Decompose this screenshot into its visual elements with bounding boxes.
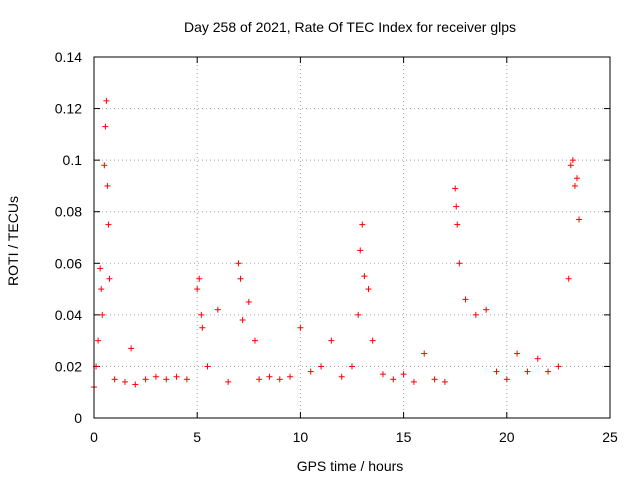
data-point — [379, 371, 386, 378]
data-point — [571, 182, 578, 189]
data-point — [493, 368, 500, 375]
data-point — [545, 368, 552, 375]
tick-labels: 0 5 10 15 20 25 0 0.02 0.04 0.06 0.08 0.1 0.12 0.14 — [55, 49, 618, 445]
y-tick-label: 0 — [74, 410, 82, 426]
data-point — [349, 363, 355, 370]
plot-frame — [93, 56, 611, 419]
data-point — [390, 376, 397, 383]
data-point — [266, 373, 273, 380]
data-point — [256, 376, 263, 383]
data-point — [328, 337, 335, 344]
data-point — [452, 185, 459, 192]
data-point — [204, 363, 211, 370]
data-point — [99, 311, 106, 318]
data-point — [105, 221, 112, 228]
data-points — [91, 97, 583, 391]
data-point — [524, 368, 531, 375]
data-point — [235, 260, 242, 267]
x-axis-label: GPS time / hours — [297, 458, 404, 474]
y-axis-label: ROTI / TECUs — [5, 196, 21, 286]
data-point — [453, 203, 460, 210]
data-point — [97, 265, 104, 272]
data-point — [503, 376, 510, 383]
data-point — [555, 363, 562, 370]
data-point — [454, 221, 461, 228]
chart-title: Day 258 of 2021, Rate Of TEC Index for r… — [184, 19, 516, 35]
grid-lines — [94, 57, 610, 418]
data-point — [369, 337, 376, 344]
data-point — [534, 355, 541, 362]
data-point — [276, 376, 283, 383]
data-point — [103, 97, 110, 104]
data-point — [576, 216, 583, 223]
data-point — [173, 373, 180, 380]
data-point — [196, 275, 203, 282]
data-point — [287, 373, 294, 380]
data-point — [111, 376, 118, 383]
data-point — [307, 368, 314, 375]
y-tick-label: 0.04 — [55, 307, 82, 323]
data-point — [410, 378, 417, 385]
data-point — [128, 345, 135, 352]
data-point — [514, 350, 521, 357]
data-point — [121, 378, 128, 385]
data-point — [573, 175, 580, 182]
data-point — [214, 306, 221, 313]
data-point — [106, 275, 113, 282]
y-tick-label: 0.12 — [55, 101, 82, 117]
data-point — [357, 247, 364, 254]
x-tick-label: 5 — [193, 429, 201, 445]
data-point — [565, 275, 572, 282]
data-point — [421, 350, 428, 357]
data-point — [104, 182, 111, 189]
x-tick-label: 15 — [396, 429, 412, 445]
y-tick-label: 0.02 — [55, 358, 82, 374]
data-point — [472, 311, 479, 318]
data-point — [361, 273, 368, 280]
x-tick-label: 20 — [499, 429, 515, 445]
data-point — [245, 298, 252, 305]
data-point — [163, 376, 170, 383]
data-point — [199, 324, 206, 331]
y-tick-label: 0.14 — [55, 49, 82, 65]
data-point — [95, 337, 102, 344]
y-tick-label: 0.08 — [55, 204, 82, 220]
data-point — [483, 306, 490, 313]
data-point — [462, 296, 469, 303]
data-point — [297, 324, 304, 331]
data-point — [98, 286, 105, 293]
data-point — [237, 275, 244, 282]
data-point — [400, 371, 407, 378]
data-point — [142, 376, 149, 383]
x-tick-label: 0 — [90, 429, 98, 445]
data-point — [183, 376, 190, 383]
data-point — [456, 260, 463, 267]
data-point — [132, 381, 139, 388]
data-point — [365, 286, 372, 293]
data-point — [225, 378, 232, 385]
data-point — [355, 311, 362, 318]
data-point — [441, 378, 448, 385]
x-tick-label: 10 — [293, 429, 309, 445]
data-point — [101, 162, 108, 169]
x-tick-label: 25 — [602, 429, 618, 445]
data-point — [569, 157, 576, 164]
data-point — [359, 221, 366, 228]
data-point — [338, 373, 345, 380]
y-tick-label: 0.06 — [55, 255, 82, 271]
y-tick-label: 0.1 — [63, 152, 83, 168]
data-point — [102, 123, 109, 130]
data-point — [251, 337, 258, 344]
data-point — [567, 162, 574, 169]
data-point — [194, 286, 201, 293]
data-point — [152, 373, 159, 380]
data-point — [318, 363, 325, 370]
data-point — [431, 376, 438, 383]
data-point — [239, 317, 246, 324]
data-point — [198, 311, 205, 318]
